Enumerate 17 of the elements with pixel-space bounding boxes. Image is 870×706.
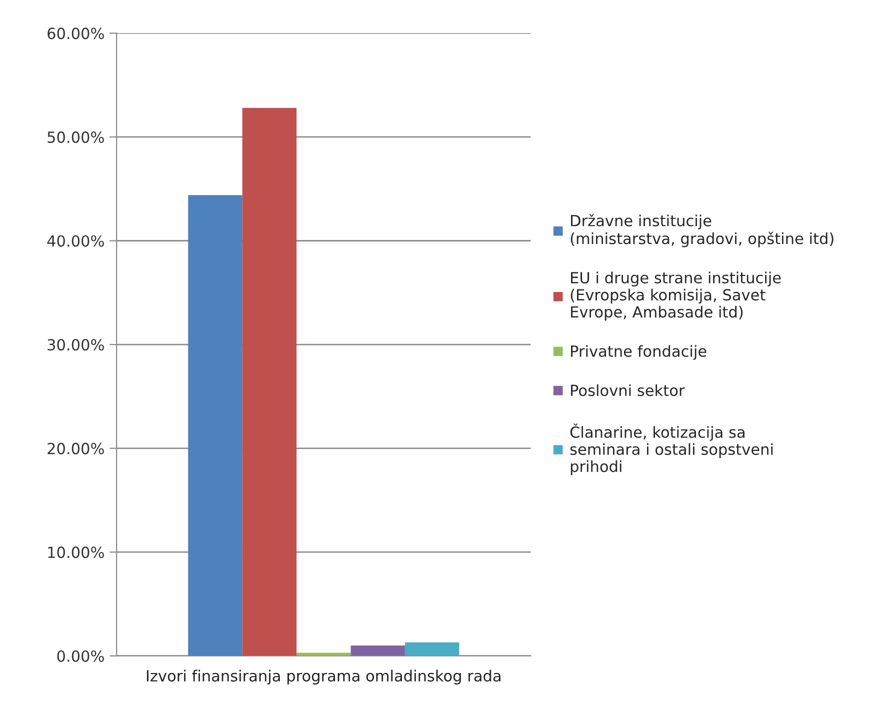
y-tick-label: 50.00%	[48, 131, 104, 143]
y-tick-label: 40.00%	[47, 235, 104, 247]
y-tick-label: 30.00%	[48, 338, 104, 351]
y-tick-label: 60.00%	[48, 28, 104, 40]
y-tick-label: 0.00%	[57, 650, 104, 662]
bar	[242, 108, 297, 656]
legend-label: Poslovni sektor	[571, 384, 685, 396]
legend-label: Privatne fondacije	[571, 345, 706, 360]
legend-label: Državne institucije (ministarstva, gradovi, opštine itd)	[570, 214, 834, 248]
x-tick-label: Izvori finansiranja programa omladinskog rada	[146, 670, 500, 685]
bar	[188, 195, 242, 656]
y-tick-label: 10.00%	[48, 546, 104, 558]
bar	[350, 645, 405, 656]
y-tick-label: 20.00%	[48, 442, 104, 454]
bar	[404, 642, 460, 656]
legend-label: EU i druge strane institucije (Evropska komisija, Savet Evrope, Ambasade itd)	[570, 272, 781, 321]
legend-label: Članarine, kotizacija sa seminara i ostali sopstveni prihodi	[570, 424, 773, 476]
